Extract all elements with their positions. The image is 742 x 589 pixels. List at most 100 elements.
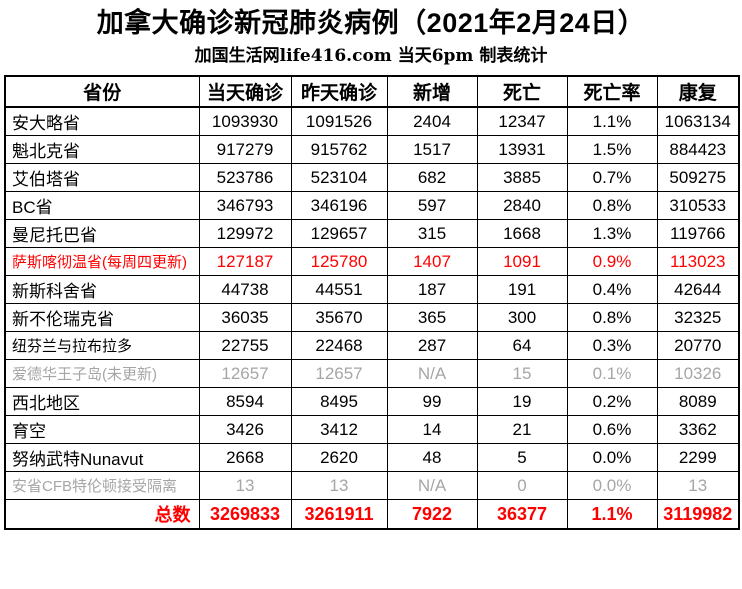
cell-province: BC省 [4,191,200,220]
cell-province: 爱德华王子岛(未更新) [4,359,200,388]
cell-recovered: 884423 [656,135,740,164]
cell-recovered: 2299 [656,443,740,472]
table-row: 安省CFB特伦顿接受隔离 13 13 N/A 0 0.0% 13 [4,471,740,500]
cell-deaths: 191 [476,275,568,304]
col-header-death-rate: 死亡率 [566,75,658,108]
cell-death-rate: 0.8% [566,191,658,220]
col-header-yesterday-confirmed: 昨天确诊 [290,75,388,108]
cell-province: 安省CFB特伦顿接受隔离 [4,471,200,500]
table-row: BC省 346793 346196 597 2840 0.8% 310533 [4,191,740,220]
cell-recovered: 3119982 [656,499,740,530]
cell-death-rate: 1.3% [566,219,658,248]
col-header-new-cases: 新增 [386,75,478,108]
cell-death-rate: 0.0% [566,443,658,472]
cell-deaths: 21 [476,415,568,444]
cell-yesterday-confirmed: 523104 [290,163,388,192]
cell-province: 育空 [4,415,200,444]
cell-death-rate: 0.7% [566,163,658,192]
cell-yesterday-confirmed: 2620 [290,443,388,472]
cell-recovered: 509275 [656,163,740,192]
table-header-row: 省份 当天确诊 昨天确诊 新增 死亡 死亡率 康复 [4,75,740,108]
table-row: 育空 3426 3412 14 21 0.6% 3362 [4,415,740,444]
cell-province: 曼尼托巴省 [4,219,200,248]
cell-today-confirmed: 346793 [198,191,292,220]
cell-recovered: 32325 [656,303,740,332]
table-row: 新斯科舍省 44738 44551 187 191 0.4% 42644 [4,275,740,304]
cell-total-label: 总数 [4,499,200,530]
cell-death-rate: 0.1% [566,359,658,388]
cell-province: 艾伯塔省 [4,163,200,192]
cell-today-confirmed: 36035 [198,303,292,332]
cell-today-confirmed: 129972 [198,219,292,248]
cell-yesterday-confirmed: 125780 [290,247,388,276]
cell-new-cases: 287 [386,331,478,360]
cell-deaths: 1091 [476,247,568,276]
covid-cases-table: 省份 当天确诊 昨天确诊 新增 死亡 死亡率 康复 安大略省 1093930 1… [4,75,740,530]
cell-new-cases: 597 [386,191,478,220]
cell-province: 努纳武特Nunavut [4,443,200,472]
cell-recovered: 10326 [656,359,740,388]
cell-recovered: 119766 [656,219,740,248]
cell-yesterday-confirmed: 129657 [290,219,388,248]
cell-province: 萨斯喀彻温省(每周四更新) [4,247,200,276]
cell-death-rate: 0.0% [566,471,658,500]
table-row: 西北地区 8594 8495 99 19 0.2% 8089 [4,387,740,416]
cell-today-confirmed: 44738 [198,275,292,304]
cell-recovered: 3362 [656,415,740,444]
cell-deaths: 13931 [476,135,568,164]
page-title: 加拿大确诊新冠肺炎病例（2021年2月24日） [96,8,646,38]
col-header-province: 省份 [4,75,200,108]
cell-province: 安大略省 [4,106,200,136]
cell-recovered: 20770 [656,331,740,360]
col-header-today-confirmed: 当天确诊 [198,75,292,108]
cell-today-confirmed: 3426 [198,415,292,444]
cell-new-cases: 2404 [386,106,478,136]
table-row: 曼尼托巴省 129972 129657 315 1668 1.3% 119766 [4,219,740,248]
cell-new-cases: 682 [386,163,478,192]
cell-yesterday-confirmed: 346196 [290,191,388,220]
cell-yesterday-confirmed: 1091526 [290,106,388,136]
cell-yesterday-confirmed: 8495 [290,387,388,416]
cell-deaths: 2840 [476,191,568,220]
cell-today-confirmed: 2668 [198,443,292,472]
cell-deaths: 19 [476,387,568,416]
cell-recovered: 42644 [656,275,740,304]
cell-today-confirmed: 917279 [198,135,292,164]
cell-death-rate: 0.8% [566,303,658,332]
cell-yesterday-confirmed: 12657 [290,359,388,388]
cell-today-confirmed: 13 [198,471,292,500]
cell-today-confirmed: 12657 [198,359,292,388]
cell-new-cases: N/A [386,471,478,500]
cell-deaths: 36377 [476,499,568,530]
table-row: 纽芬兰与拉布拉多 22755 22468 287 64 0.3% 20770 [4,331,740,360]
cell-province: 西北地区 [4,387,200,416]
table-row: 魁北克省 917279 915762 1517 13931 1.5% 88442… [4,135,740,164]
cell-new-cases: 7922 [386,499,478,530]
cell-yesterday-confirmed: 3261911 [290,499,388,530]
cell-yesterday-confirmed: 35670 [290,303,388,332]
cell-death-rate: 0.6% [566,415,658,444]
cell-death-rate: 1.1% [566,106,658,136]
cell-new-cases: 14 [386,415,478,444]
cell-new-cases: N/A [386,359,478,388]
cell-new-cases: 315 [386,219,478,248]
cell-deaths: 300 [476,303,568,332]
cell-province: 新不伦瑞克省 [4,303,200,332]
col-header-deaths: 死亡 [476,75,568,108]
cell-new-cases: 187 [386,275,478,304]
cell-new-cases: 99 [386,387,478,416]
page-subtitle: 加国生活网life416.com 当天6pm 制表统计 [194,46,548,66]
cell-recovered: 113023 [656,247,740,276]
table-row: 努纳武特Nunavut 2668 2620 48 5 0.0% 2299 [4,443,740,472]
cell-death-rate: 0.2% [566,387,658,416]
cell-today-confirmed: 22755 [198,331,292,360]
cell-recovered: 310533 [656,191,740,220]
table-row: 新不伦瑞克省 36035 35670 365 300 0.8% 32325 [4,303,740,332]
table-row: 安大略省 1093930 1091526 2404 12347 1.1% 106… [4,106,740,136]
table-row: 萨斯喀彻温省(每周四更新) 127187 125780 1407 1091 0.… [4,247,740,276]
cell-deaths: 12347 [476,106,568,136]
cell-today-confirmed: 8594 [198,387,292,416]
cell-death-rate: 1.5% [566,135,658,164]
cell-yesterday-confirmed: 915762 [290,135,388,164]
cell-recovered: 13 [656,471,740,500]
